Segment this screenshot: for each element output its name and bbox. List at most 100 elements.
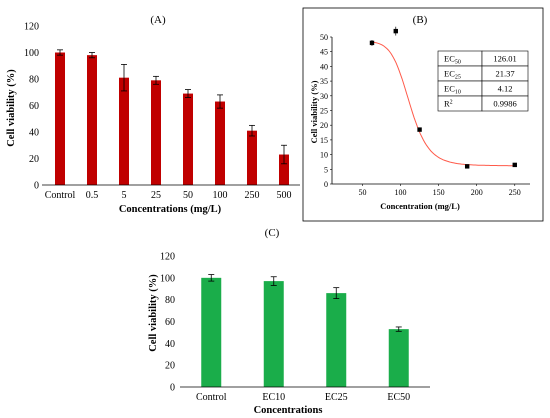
panel-a-error-bar xyxy=(281,144,287,165)
panel-b-y-axis-title: Cell viability (%) xyxy=(309,80,319,143)
panel-c-y-tick-label: 80 xyxy=(165,295,175,306)
panel-b-y-tick-label: 5 xyxy=(324,165,328,174)
panel-a-bar xyxy=(247,130,257,185)
panel-a-error-bar xyxy=(185,89,191,98)
panel-b-y-tick-label: 45 xyxy=(320,48,328,57)
panel-b-y-tick-label: 35 xyxy=(320,77,328,86)
panel-c-bar xyxy=(326,293,347,387)
panel-a-x-tick-label: Control xyxy=(45,190,76,201)
panel-b-table-key: EC50 xyxy=(444,54,461,66)
panel-b-x-ticks: 50 100 150 200 250 xyxy=(358,184,521,197)
panel-c-y-tick-label: 40 xyxy=(165,339,175,350)
panel-c-error-bar xyxy=(208,274,215,282)
panel-a-error-bar xyxy=(121,64,127,92)
panel-b-y-tick-label: 40 xyxy=(320,62,328,71)
panel-b-table-row: EC10 4.12 xyxy=(437,80,529,97)
panel-b-table-row: EC25 21.37 xyxy=(437,65,529,82)
panel-b-y-tick-label: 10 xyxy=(320,151,328,160)
panel-c-bar xyxy=(263,281,284,387)
panel-a-bar-chart: (A) Cell viability (%) Concentrations (m… xyxy=(6,14,300,215)
panel-a-error-bars xyxy=(57,49,287,165)
panel-c-x-tick-label: EC25 xyxy=(325,392,348,403)
panel-c-x-ticks: Control EC10 EC25 EC50 xyxy=(196,392,410,403)
panel-b-x-tick-label: 50 xyxy=(358,188,366,197)
panel-b-table-key: R2 xyxy=(444,99,453,109)
panel-c-y-ticks: 0 20 40 60 80 100 120 xyxy=(160,252,175,394)
panel-b-label: (B) xyxy=(413,14,428,26)
panel-c-y-axis-title: Cell viability (%) xyxy=(148,274,159,352)
panel-a-y-tick-label: 80 xyxy=(29,75,39,86)
panel-b-table-value: 0.9986 xyxy=(493,99,516,109)
panel-a-y-ticks: 0 20 40 60 80 100 120 xyxy=(24,22,39,192)
panel-c-y-tick-label: 20 xyxy=(165,361,175,372)
panel-a-x-ticks: Control 0.5 5 25 50 100 250 500 xyxy=(45,190,292,201)
panel-b-data-point xyxy=(512,162,517,168)
panel-a-y-tick-label: 120 xyxy=(24,22,39,33)
panel-b-y-tick-label: 50 xyxy=(320,33,328,42)
panel-c-bars xyxy=(201,277,409,387)
panel-b-data-point xyxy=(393,26,398,36)
panel-c-x-tick-label: EC10 xyxy=(262,392,285,403)
panel-a-x-tick-label: 500 xyxy=(277,190,292,201)
panel-b-y-tick-label: 30 xyxy=(320,92,328,101)
panel-a-y-tick-label: 0 xyxy=(34,181,39,192)
panel-b-x-tick-label: 100 xyxy=(395,188,407,197)
panel-c-x-tick-label: Control xyxy=(196,392,227,403)
panel-a-label: (A) xyxy=(150,14,166,26)
panel-b-table-key: EC10 xyxy=(444,84,461,96)
panel-b-table-value: 4.12 xyxy=(498,84,513,94)
panel-c-bar-chart: (C) Cell viability (%) Concentrations 0 2… xyxy=(148,227,430,416)
panel-a-x-tick-label: 25 xyxy=(151,190,161,201)
panel-c-x-axis-title: Concentrations xyxy=(254,405,323,416)
panel-b-y-tick-label: 20 xyxy=(320,121,328,130)
panel-a-bar xyxy=(87,55,97,186)
panel-a-bar xyxy=(279,154,289,185)
panel-a-y-axis-title: Cell viability (%) xyxy=(6,69,17,147)
panel-a-y-tick-label: 20 xyxy=(29,154,39,165)
panel-c-y-tick-label: 100 xyxy=(160,273,175,284)
panel-a-y-tick-label: 40 xyxy=(29,128,39,139)
panel-b-frame xyxy=(302,7,544,222)
panel-c-bar xyxy=(201,277,222,387)
panel-b-y-tick-label: 25 xyxy=(320,107,328,116)
panel-b-data-point xyxy=(464,164,470,169)
panel-b-table-value: 21.37 xyxy=(495,69,514,79)
panel-a-error-bar xyxy=(57,49,63,56)
panel-b-ec-table: EC50 126.01 EC25 21.37 EC10 4.12 R2 0.9986 xyxy=(437,50,529,112)
panel-c-error-bar xyxy=(333,287,340,299)
panel-a-error-bar xyxy=(249,124,255,137)
panel-b-y-tick-label: 15 xyxy=(320,136,328,145)
panel-c-y-tick-label: 120 xyxy=(160,252,175,263)
panel-a-bar xyxy=(183,93,193,185)
panel-c-error-bar xyxy=(395,326,402,332)
panel-b-y-tick-label: 0 xyxy=(324,180,328,189)
panel-a-y-tick-label: 100 xyxy=(24,48,39,59)
panel-a-x-tick-label: 5 xyxy=(122,190,127,201)
panel-a-error-bar xyxy=(217,94,223,109)
panel-a-x-tick-label: 100 xyxy=(213,190,228,201)
panel-a-x-tick-label: 250 xyxy=(245,190,260,201)
panel-c-bar xyxy=(388,329,409,387)
panel-b-points xyxy=(369,26,517,169)
panel-c-error-bar xyxy=(270,276,277,286)
panel-b-table-value: 126.01 xyxy=(493,54,516,64)
panel-a-bar xyxy=(215,101,225,185)
panel-a-x-axis-title: Concentrations (mg/L) xyxy=(119,204,222,215)
panel-b-data-point xyxy=(417,127,422,132)
panel-a-bar xyxy=(151,80,161,185)
panel-b-y-ticks: 0 5 10 15 20 25 30 35 40 45 50 xyxy=(320,33,332,189)
panel-b-data-point xyxy=(369,39,375,46)
panel-b-x-axis-title: Concentration (mg/L) xyxy=(380,201,460,211)
panel-a-bars xyxy=(55,52,289,186)
panel-c-y-tick-label: 60 xyxy=(165,317,175,328)
panel-a-error-bar xyxy=(153,75,159,85)
panel-b-x-tick-label: 250 xyxy=(509,188,521,197)
panel-a-bar xyxy=(119,77,129,185)
panel-c-y-tick-label: 0 xyxy=(170,383,175,394)
panel-b-scatter-chart: (B) Cell viability (%) Concentration (mg… xyxy=(302,7,544,222)
panel-b-table-row: R2 0.9986 xyxy=(437,95,529,112)
panel-a-y-tick-label: 60 xyxy=(29,101,39,112)
panel-b-x-tick-label: 150 xyxy=(433,188,445,197)
panel-b-fit-curve xyxy=(371,41,517,167)
